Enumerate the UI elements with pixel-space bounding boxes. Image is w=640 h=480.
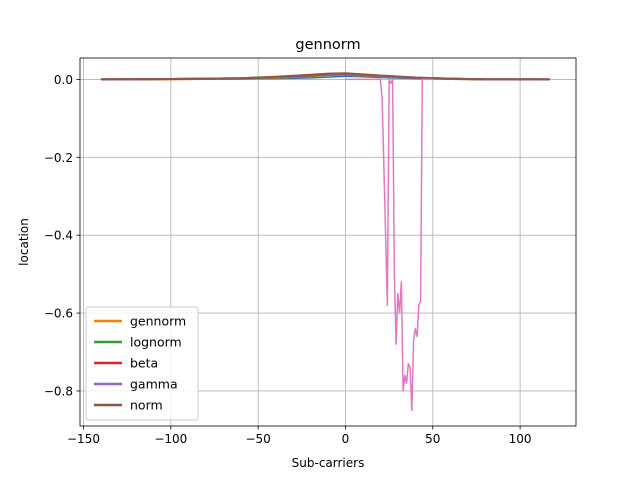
y-axis-ticks: 0.0 −0.2 −0.4 −0.6 −0.8 — [44, 73, 80, 398]
y-tick-label: −0.8 — [44, 384, 73, 398]
y-tick-label: −0.6 — [44, 307, 73, 321]
x-tick-label: 0 — [342, 432, 350, 446]
series-line-series-6 — [345, 78, 433, 412]
x-axis-ticks: −150 −100 −50 0 50 100 — [67, 426, 532, 446]
legend-label-norm: norm — [130, 398, 163, 413]
legend-label-beta: beta — [130, 356, 158, 371]
series-line-norm — [100, 72, 550, 81]
plot-frame — [79, 57, 577, 427]
legend-label-gennorm: gennorm — [130, 314, 186, 329]
x-tick-label: 100 — [509, 432, 532, 446]
legend-box — [85, 306, 199, 421]
y-tick-label: −0.4 — [44, 229, 73, 243]
grid — [80, 58, 576, 426]
x-axis-label: Sub-carriers — [292, 456, 365, 470]
y-axis-label: location — [17, 218, 31, 266]
x-tick-label: −150 — [67, 432, 100, 446]
series-lines — [100, 72, 550, 412]
x-tick-label: −50 — [245, 432, 270, 446]
legend-label-lognorm: lognorm — [130, 335, 182, 350]
legend-label-gamma: gamma — [130, 377, 178, 392]
y-tick-label: 0.0 — [54, 73, 73, 87]
chart-title: gennorm — [295, 37, 360, 53]
x-tick-label: −100 — [154, 432, 187, 446]
x-tick-label: 50 — [425, 432, 440, 446]
legend: gennorm lognorm beta gamma norm — [85, 306, 199, 421]
y-tick-label: −0.2 — [44, 151, 73, 165]
